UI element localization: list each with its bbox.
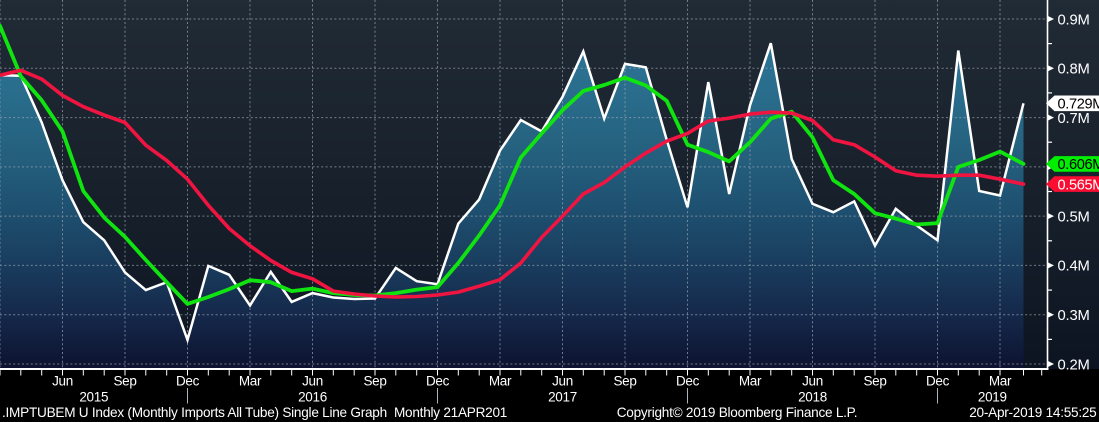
svg-text:Jun: Jun	[802, 374, 823, 389]
svg-text:Mar: Mar	[739, 374, 762, 389]
svg-text:0.9M: 0.9M	[1058, 12, 1090, 28]
svg-text:Jun: Jun	[302, 374, 323, 389]
svg-text:Sep: Sep	[613, 374, 636, 389]
svg-text:0.606M: 0.606M	[1058, 157, 1099, 173]
svg-text:Sep: Sep	[113, 374, 136, 389]
svg-text:.IMPTUBEM U Index (Monthly Imp: .IMPTUBEM U Index (Monthly Imports All T…	[2, 405, 507, 420]
svg-text:20-Apr-2019 14:55:25: 20-Apr-2019 14:55:25	[969, 405, 1096, 420]
svg-text:0.8M: 0.8M	[1058, 62, 1090, 78]
svg-text:Jun: Jun	[52, 374, 73, 389]
svg-text:0.565M: 0.565M	[1058, 177, 1099, 193]
svg-text:2016: 2016	[298, 390, 327, 405]
svg-text:0.4M: 0.4M	[1058, 259, 1090, 275]
svg-text:Mar: Mar	[989, 374, 1012, 389]
svg-text:Sep: Sep	[363, 374, 386, 389]
svg-text:0.3M: 0.3M	[1058, 308, 1090, 324]
svg-text:Sep: Sep	[863, 374, 886, 389]
svg-text:2018: 2018	[798, 390, 827, 405]
svg-text:Dec: Dec	[676, 374, 700, 389]
svg-text:0.729M: 0.729M	[1058, 97, 1099, 113]
svg-text:0.7M: 0.7M	[1058, 111, 1090, 127]
svg-text:Dec: Dec	[426, 374, 450, 389]
svg-text:Mar: Mar	[239, 374, 262, 389]
svg-text:2017: 2017	[548, 390, 577, 405]
svg-text:Jun: Jun	[552, 374, 573, 389]
svg-text:2015: 2015	[79, 390, 108, 405]
svg-text:Dec: Dec	[176, 374, 200, 389]
svg-text:Dec: Dec	[926, 374, 950, 389]
svg-text:0.2M: 0.2M	[1058, 357, 1090, 373]
svg-text:Copyright© 2019 Bloomberg Fina: Copyright© 2019 Bloomberg Finance L.P.	[617, 405, 858, 420]
svg-text:2019: 2019	[978, 390, 1007, 405]
svg-text:0.5M: 0.5M	[1058, 209, 1090, 225]
svg-text:Mar: Mar	[489, 374, 512, 389]
